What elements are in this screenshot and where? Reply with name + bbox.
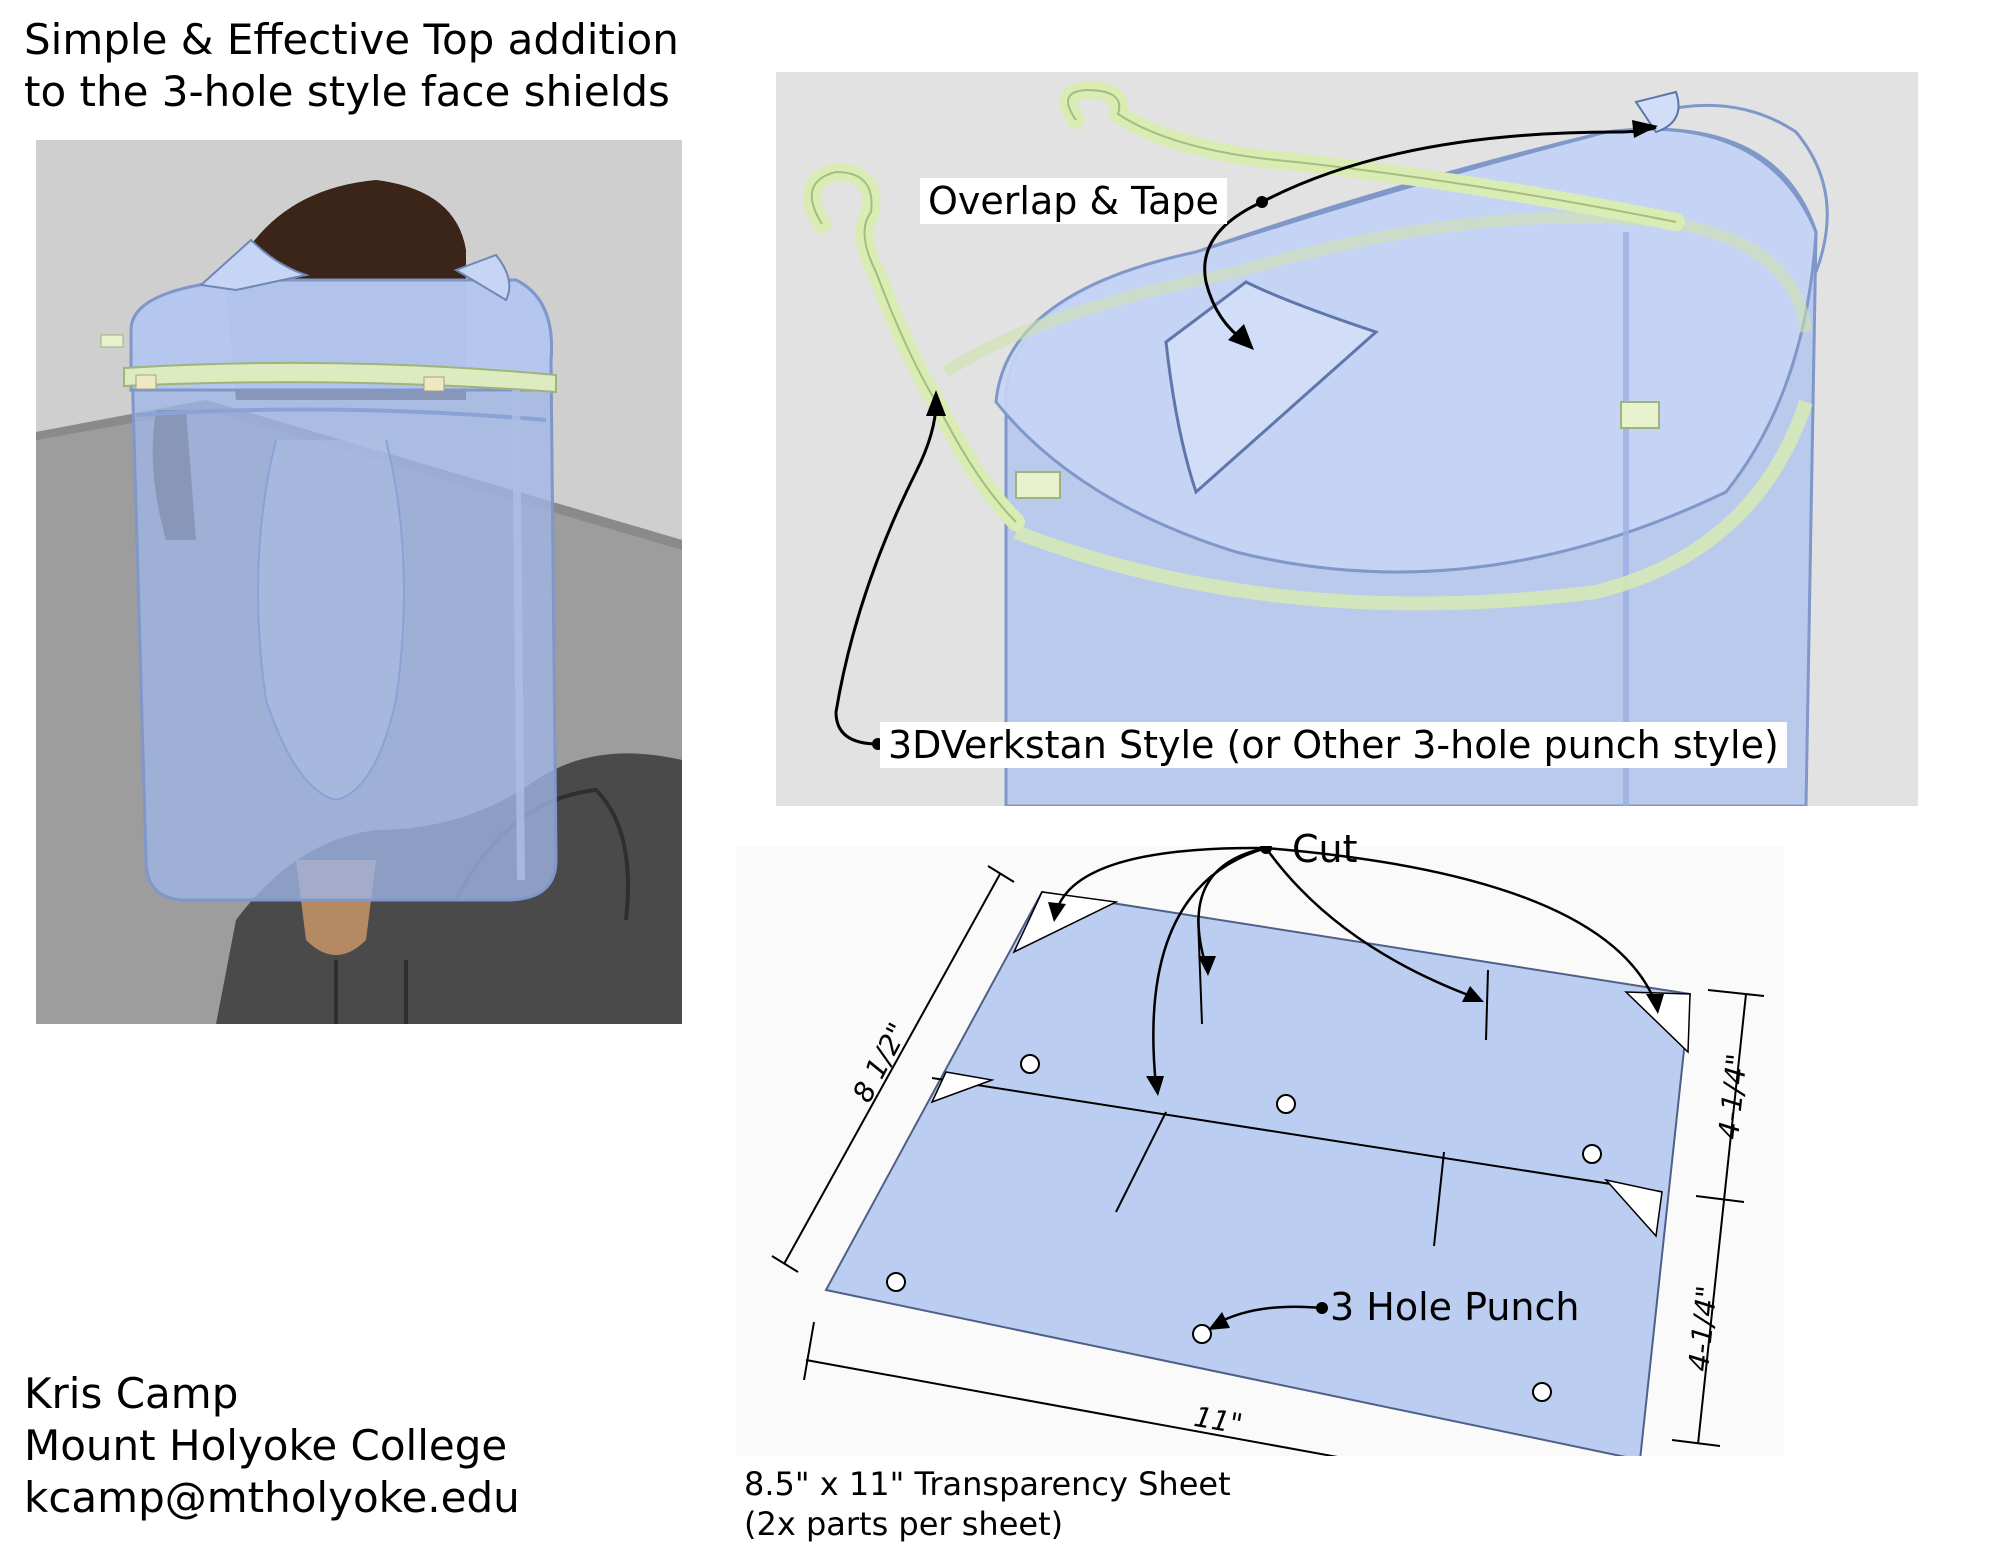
punch-hole: [1582, 1144, 1602, 1164]
punch-hole: [1192, 1324, 1212, 1344]
cut-arrowhead-4: [1462, 986, 1484, 1002]
overlap-arrowhead-1: [1632, 120, 1658, 138]
notch-mid-right: [1603, 1178, 1663, 1238]
visor-clip-right: [1620, 401, 1660, 429]
slit-mid-2: [1433, 1151, 1445, 1247]
punch-hole: [1020, 1054, 1040, 1074]
visor-band: [123, 361, 557, 394]
overlap-arrow-2: [1203, 200, 1263, 344]
title-line-1: Simple & Effective Top addition: [24, 15, 679, 64]
cut-arrow-3: [1152, 846, 1267, 1087]
dim-right-line: [1697, 993, 1747, 1445]
shield-side-edge: [512, 389, 525, 881]
dim-height-tick-bottom: [771, 1255, 799, 1273]
cut-arrow-1: [1054, 846, 1267, 913]
hole-punch-label: 3 Hole Punch: [1330, 1285, 1580, 1329]
punch-arrowhead: [1208, 1312, 1230, 1330]
center-line: [931, 1077, 1663, 1193]
cut-arrowhead-5: [1646, 994, 1664, 1014]
dim-width-tick-left: [803, 1321, 815, 1381]
dim-height-tick-top: [987, 865, 1015, 883]
sheet-template-diagram: [736, 846, 1784, 1456]
front-view-render: [36, 140, 682, 1024]
overlap-arrowhead-2: [1228, 324, 1254, 350]
cut-arrowhead-2: [1198, 956, 1216, 976]
punch-hole: [1276, 1094, 1296, 1114]
visor-clip-left: [1015, 471, 1061, 499]
visor-clip-1: [135, 374, 157, 390]
punch-hole: [1532, 1382, 1552, 1402]
cut-arrowhead-1: [1048, 902, 1066, 922]
shield-top-flap-left: [198, 238, 310, 292]
cut-arrow-5: [1265, 846, 1658, 1005]
page-title: Simple & Effective Top addition to the 3…: [24, 14, 679, 118]
overlap-tape-label: Overlap & Tape: [920, 178, 1227, 224]
author-block: Kris Camp Mount Holyoke College kcamp@mt…: [24, 1368, 520, 1524]
overlap-callout-dot: [1256, 196, 1268, 208]
shield-rim: [135, 407, 547, 422]
sheet-caption-line-1: 8.5" x 11" Transparency Sheet: [744, 1465, 1231, 1503]
shield-fold-right: [1655, 103, 1829, 273]
transparency-sheet: [824, 890, 1692, 1456]
cut-label: Cut: [1292, 827, 1358, 871]
sheet-caption-line-2: (2x parts per sheet): [744, 1505, 1064, 1543]
notch-top-left: [1012, 891, 1119, 954]
cut-arrow-2: [1197, 846, 1267, 967]
dim-right-tick-top: [1707, 989, 1765, 997]
visor-arm-top-edge: [1067, 88, 1677, 223]
style-arrowhead: [926, 390, 946, 416]
author-institution: Mount Holyoke College: [24, 1421, 508, 1470]
style-label: 3DVerkstan Style (or Other 3-hole punch …: [880, 722, 1787, 768]
sheet-caption: 8.5" x 11" Transparency Sheet (2x parts …: [744, 1464, 1231, 1544]
top-flap-corner: [1634, 90, 1680, 134]
notch-top-right: [1624, 991, 1691, 1054]
visor-peg-left: [100, 334, 124, 348]
visor-arm-left-edge: [810, 170, 1017, 523]
top-flap: [1164, 280, 1379, 495]
slit-mid-1: [1115, 1111, 1167, 1213]
style-arrow: [834, 401, 938, 746]
title-line-2: to the 3-hole style face shields: [24, 67, 670, 116]
visor-band-top: [942, 211, 1812, 377]
shield-top-flap-right: [453, 253, 511, 302]
visor-band-front: [1013, 399, 1813, 611]
author-email: kcamp@mtholyoke.edu: [24, 1473, 520, 1522]
cut-arrow-4: [1264, 847, 1477, 1000]
angled-view-render: [776, 72, 1918, 806]
slit-top-2: [1485, 969, 1489, 1041]
face-outline: [257, 439, 405, 802]
dim-width-line: [805, 1359, 1338, 1456]
punch-hole: [886, 1272, 906, 1292]
author-name: Kris Camp: [24, 1369, 239, 1418]
dim-height-line: [783, 873, 1001, 1265]
dim-right-tick-mid: [1695, 1195, 1745, 1203]
dim-right-tick-bottom: [1671, 1439, 1721, 1447]
cut-arrowhead-3: [1146, 1076, 1164, 1096]
notch-mid-left: [930, 1071, 995, 1104]
visor-clip-2: [423, 376, 445, 392]
